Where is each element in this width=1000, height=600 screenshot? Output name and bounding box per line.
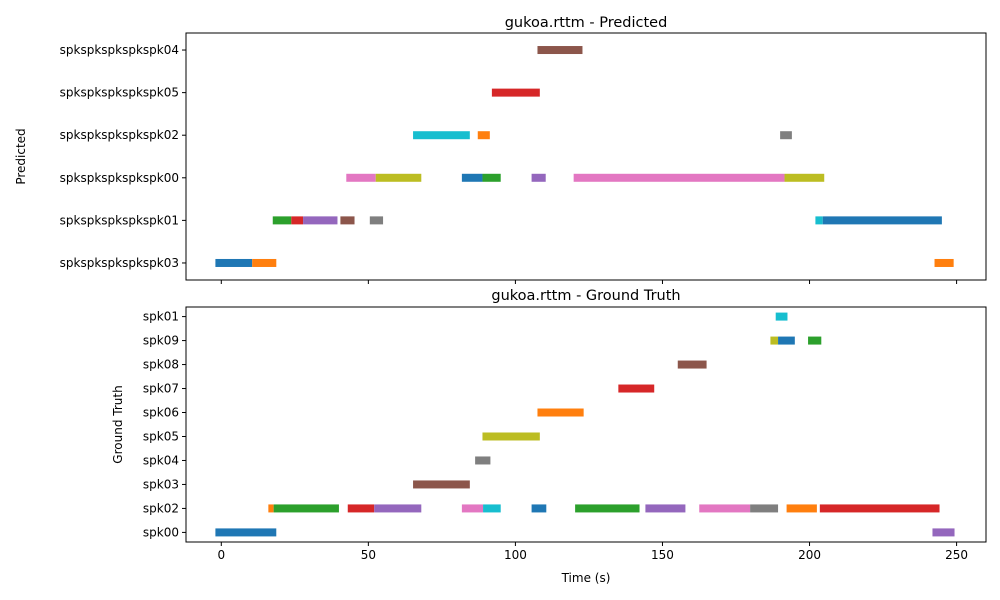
y-tick-label: spkspkspkspkspk00 [60,171,179,185]
segment-bar [778,336,795,345]
segment-bar [346,173,376,182]
segment-bar [784,173,825,182]
segment-bar [483,504,501,513]
segment-bar [531,504,547,513]
x-tick-label: 0 [217,548,225,562]
y-tick-label: spkspkspkspkspk02 [60,128,179,142]
y-tick-label: spk09 [143,334,179,348]
segment-bar [699,504,751,513]
segment-bar [477,131,490,140]
segment-bar [413,131,470,140]
y-tick-label: spkspkspkspkspk04 [60,43,179,57]
segment-bar [482,432,540,441]
segment-bar [482,173,501,182]
x-tick-label: 100 [504,548,527,562]
ground-truth-panel: spk00 spk02 spk03 spk04 spk05 spk06 spk07 spk08… [111,288,987,585]
y-tick-label: spk03 [143,477,179,491]
segment-bar [822,216,942,225]
segment-bar [934,258,954,267]
segment-bar [268,504,274,513]
y-tick-label: spk04 [143,453,179,467]
y-tick-label: spkspkspkspkspk05 [60,86,179,100]
segment-bar [531,173,546,182]
predicted-panel: spkspkspkspkspk03 spkspkspkspkspk01 spkspk… [14,15,987,284]
y-axis-label: Ground Truth [111,385,125,463]
y-tick-label: spk07 [143,382,179,396]
x-tick-label: 200 [798,548,821,562]
segment-bar [461,173,483,182]
segment-bar [347,504,375,513]
segment-bar [272,216,292,225]
y-tick-label: spk02 [143,501,179,515]
segment-bar [491,88,540,97]
segment-bar [369,216,384,225]
y-axis-label: Predicted [14,128,28,184]
segment-bar [273,504,339,513]
segment-bar [932,528,955,537]
segment-bar [375,173,422,182]
segment-bar [291,216,304,225]
segment-bar [252,258,277,267]
segment-bar [618,384,655,393]
segment-bar [677,360,707,369]
y-tick-label: spk06 [143,406,179,420]
y-tick-label: spk05 [143,429,179,443]
y-tick-label: spkspkspkspkspk01 [60,213,179,227]
segment-bar [780,131,792,140]
plot-frame [185,306,987,543]
chart-title: gukoa.rttm - Predicted [505,15,668,31]
y-tick-label: spkspkspkspkspk03 [60,256,179,270]
segment-bar [808,336,822,345]
x-tick-label: 250 [945,548,968,562]
y-tick-label: spk00 [143,525,179,539]
segment-bar [770,336,779,345]
segment-bar [815,216,823,225]
x-axis-label: Time (s) [561,571,611,585]
segment-bar [340,216,355,225]
segment-bar [461,504,484,513]
segment-bar [573,173,785,182]
segment-bar [537,46,583,55]
segment-bar [374,504,422,513]
x-tick-label: 50 [361,548,376,562]
segment-bar [575,504,640,513]
segment-bar [786,504,817,513]
segment-bar [775,312,788,321]
y-tick-label: spk08 [143,358,179,372]
segment-bar [303,216,338,225]
y-tick-label: spk01 [143,310,179,324]
segment-bar [537,408,584,417]
segment-bar [819,504,940,513]
segment-bar [215,528,277,537]
segment-bar [645,504,686,513]
segment-bar [750,504,779,513]
segment-bar [413,480,470,489]
segment-bar [475,456,491,465]
segment-bar [215,258,253,267]
x-tick-label: 150 [651,548,674,562]
plot-frame [185,32,987,281]
chart-title: gukoa.rttm - Ground Truth [491,288,680,304]
